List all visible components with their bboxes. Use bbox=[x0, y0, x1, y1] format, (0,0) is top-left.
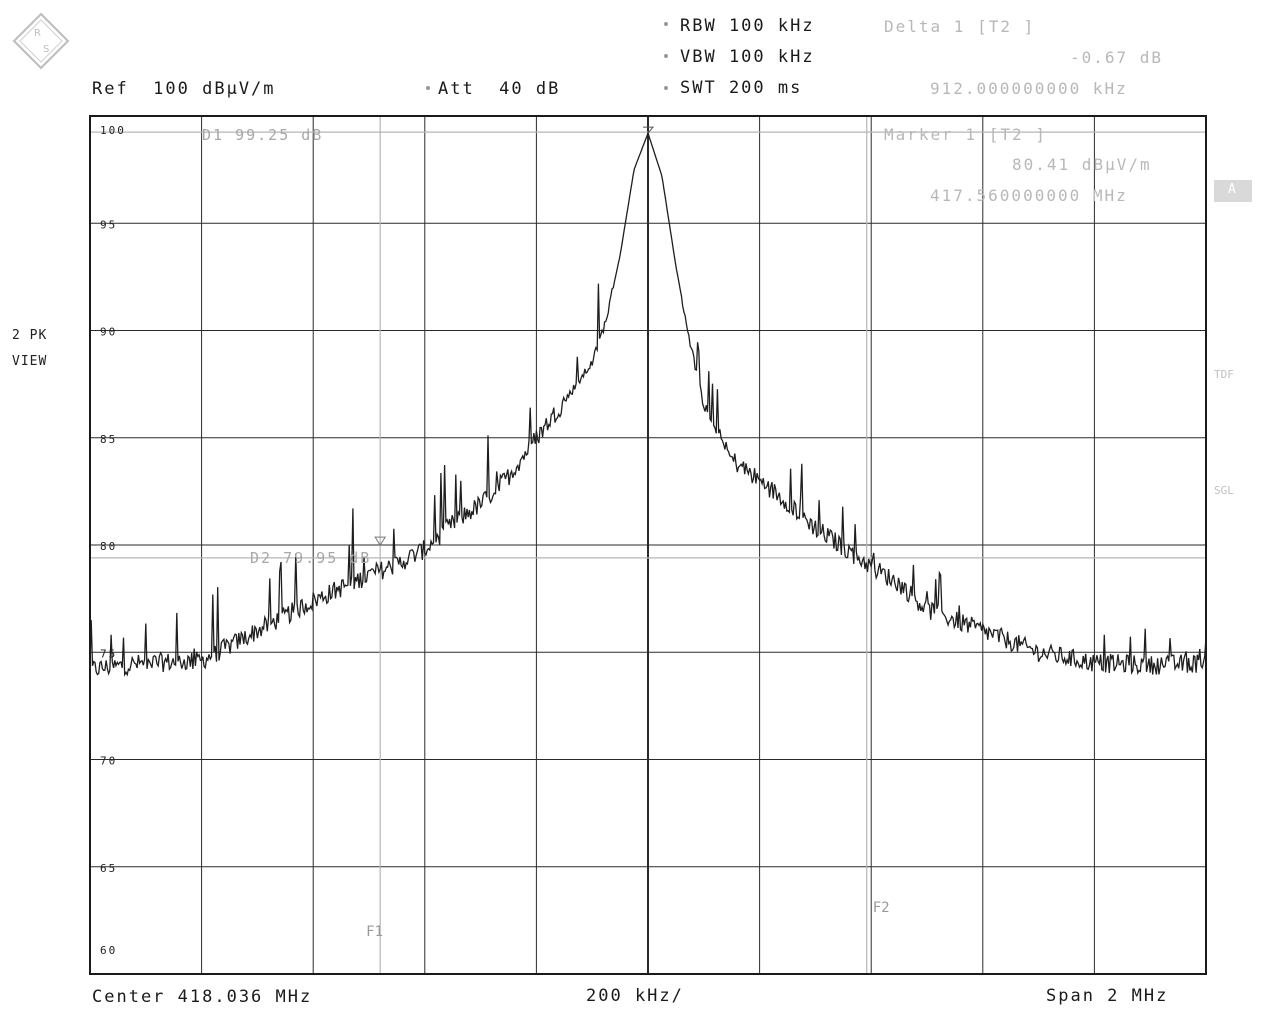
swt-label: SWT 200 ms bbox=[680, 78, 803, 98]
y-tick-label: 65 bbox=[100, 862, 117, 875]
trace-mode-line2: VIEW bbox=[12, 354, 48, 369]
sgl-indicator: SGL bbox=[1214, 484, 1234, 497]
rbw-label: RBW 100 kHz bbox=[680, 16, 815, 36]
display-line-d2-label: D2 79.95 dB bbox=[250, 549, 371, 567]
peak-marker-icon bbox=[643, 126, 655, 134]
tdf-indicator: TDF bbox=[1214, 368, 1234, 381]
svg-text:R: R bbox=[34, 28, 41, 39]
trace-indicator-label: A bbox=[1228, 182, 1236, 197]
division-label: 200 kHz/ bbox=[586, 986, 684, 1006]
y-tick-label: 60 bbox=[100, 944, 117, 957]
spectrum-trace bbox=[89, 131, 1207, 677]
attenuation-label: Att 40 dB bbox=[438, 79, 561, 99]
ref-level-label: Ref 100 dBµV/m bbox=[92, 79, 276, 99]
y-tick-label: 75 bbox=[100, 647, 117, 660]
y-tick-label: 85 bbox=[100, 433, 117, 446]
marker-2-icon bbox=[374, 536, 387, 547]
y-tick-label: 100 bbox=[100, 124, 126, 137]
plot-grid bbox=[90, 116, 1206, 974]
vbw-label: VBW 100 kHz bbox=[680, 47, 815, 67]
trace-indicator-box: A bbox=[1214, 180, 1252, 202]
marker-level: 80.41 dBµV/m bbox=[1012, 155, 1152, 174]
span-label: Span 2 MHz bbox=[1046, 986, 1169, 1006]
y-tick-label: 95 bbox=[100, 218, 117, 231]
delta-marker-level: -0.67 dB bbox=[1070, 48, 1164, 67]
y-tick-label: 70 bbox=[100, 755, 117, 768]
display-line-d1-label: D1 99.25 dB bbox=[202, 126, 323, 144]
center-frequency-label: Center 418.036 MHz bbox=[92, 987, 313, 1007]
y-tick-labels: 100 95 90 85 80 75 70 65 60 bbox=[100, 124, 126, 957]
marker-frequency: 417.560000000 MHz bbox=[930, 186, 1128, 205]
marker-title: Marker 1 [T2 ] bbox=[884, 125, 1047, 144]
plot-annotations: F1 F2 D1 99.25 dB D2 79.95 dB bbox=[202, 126, 890, 940]
y-tick-label: 90 bbox=[100, 326, 117, 339]
rohde-schwarz-logo: R S bbox=[12, 12, 70, 70]
y-tick-label: 80 bbox=[100, 540, 117, 553]
delta-marker-title: Delta 1 [T2 ] bbox=[884, 17, 1036, 36]
svg-text:S: S bbox=[43, 44, 49, 55]
delta-marker-frequency: 912.000000000 kHz bbox=[930, 79, 1128, 98]
trace-mode-line1: 2 PK bbox=[12, 328, 48, 343]
plot-frame bbox=[89, 115, 1207, 975]
frequency-line-label: F2 bbox=[873, 900, 890, 916]
frequency-line-label: F1 bbox=[366, 924, 383, 940]
